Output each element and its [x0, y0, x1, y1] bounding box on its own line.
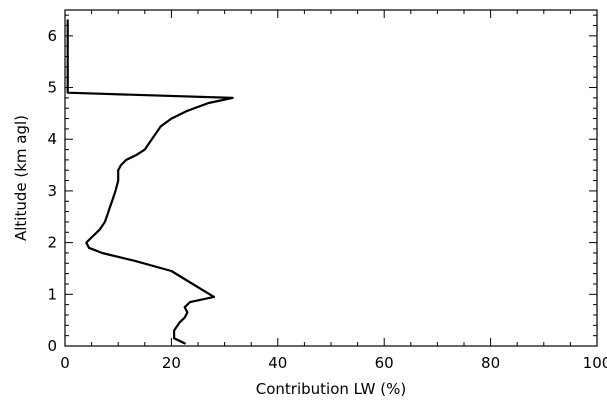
y-tick-label: 4 [47, 130, 57, 148]
y-tick-label: 0 [47, 337, 57, 355]
y-tick-label: 1 [47, 285, 57, 303]
y-tick-label: 5 [47, 79, 57, 97]
y-tick-label: 6 [47, 27, 57, 45]
y-tick-label: 3 [47, 182, 57, 200]
x-tick-label: 20 [162, 354, 181, 372]
y-axis-title: Altitude (km agl) [12, 115, 30, 241]
series-line [66, 19, 234, 345]
x-tick-label: 100 [583, 354, 607, 372]
plot-frame [64, 9, 598, 347]
y-tick-label: 2 [47, 234, 57, 252]
x-tick-label: 60 [375, 354, 394, 372]
x-axis-title: Contribution LW (%) [256, 380, 406, 398]
x-tick-label: 0 [60, 354, 70, 372]
x-tick-label: 80 [481, 354, 500, 372]
x-tick-label: 40 [268, 354, 287, 372]
y-axis: 0 1 2 3 4 5 6 [47, 14, 597, 355]
x-axis: 0 20 40 60 80 100 [60, 10, 607, 372]
